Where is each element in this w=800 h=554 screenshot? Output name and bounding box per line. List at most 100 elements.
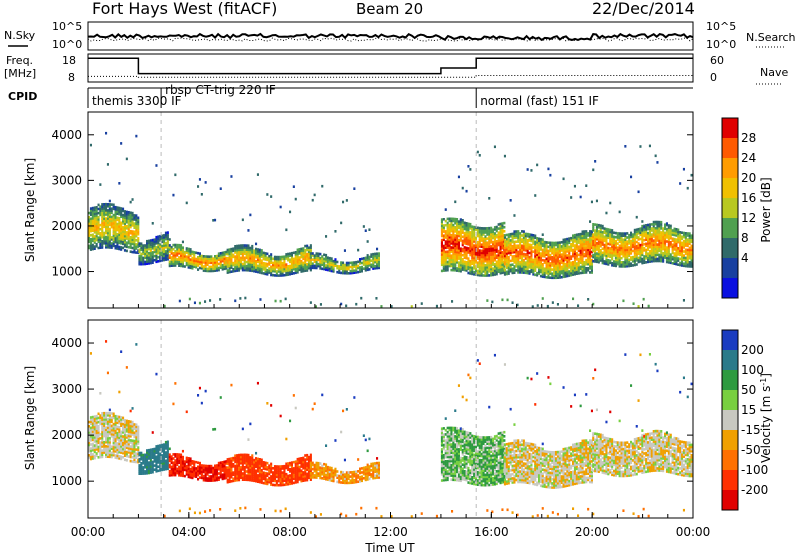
- velocity-cell: [95, 421, 98, 424]
- power-cell: [679, 239, 682, 242]
- power-cell: [583, 236, 586, 239]
- power-cell: [603, 237, 606, 241]
- power-cell: [122, 215, 125, 219]
- power-cell: [581, 259, 584, 262]
- power-cell: [486, 247, 489, 251]
- power-cell: [656, 253, 659, 257]
- power-cell: [545, 249, 548, 252]
- power-cell: [212, 263, 215, 266]
- power-cell: [679, 241, 682, 244]
- power-cell: [300, 268, 303, 271]
- power-cell: [605, 240, 608, 243]
- power-cell: [575, 270, 578, 273]
- power-cell: [637, 238, 640, 241]
- power-cell: [226, 261, 229, 264]
- power-cell: [473, 240, 476, 243]
- freq-label: Freq.: [6, 54, 33, 67]
- power-cell: [89, 227, 92, 231]
- velocity-cell: [89, 422, 92, 425]
- power-cell: [594, 239, 597, 243]
- power-cell: [486, 268, 489, 271]
- power-cell: [112, 213, 115, 217]
- power-cell: [626, 252, 629, 256]
- power-cell: [601, 224, 604, 228]
- power-cell: [110, 203, 113, 206]
- power-cell: [486, 251, 489, 255]
- power-cell: [473, 260, 476, 264]
- power-cell: [476, 240, 479, 244]
- power-cell: [620, 246, 623, 250]
- velocity-cell: [118, 390, 121, 394]
- power-cell: [521, 250, 524, 254]
- power-cell: [648, 245, 651, 249]
- power-cell: [675, 260, 678, 264]
- power-cell: [599, 226, 602, 229]
- power-cell: [251, 255, 254, 258]
- power-cell: [538, 249, 541, 253]
- power-cell: [454, 234, 457, 237]
- velocity-cell: [97, 439, 100, 443]
- power-cell: [290, 266, 293, 269]
- velocity-cell: [155, 445, 158, 448]
- power-cell: [579, 195, 582, 199]
- power-cell: [564, 252, 567, 256]
- power-cell: [279, 270, 282, 273]
- power-cell: [258, 269, 261, 272]
- power-cell: [673, 231, 676, 235]
- power-cell: [232, 263, 235, 267]
- noise-panel: N.Sky 10^5 10^0 10^5 10^0 N.Search: [4, 20, 796, 51]
- power-cell: [456, 228, 459, 231]
- velocity-cell: [95, 452, 98, 455]
- power-cell: [521, 265, 524, 268]
- power-cell: [89, 143, 92, 147]
- power-cell: [217, 254, 220, 257]
- velocity-cell: [151, 456, 154, 459]
- power-cell: [626, 246, 629, 250]
- velocity-cell: [153, 458, 156, 461]
- power-cell: [570, 267, 573, 271]
- power-cell: [127, 221, 130, 224]
- power-cell: [515, 248, 518, 252]
- power-cell: [645, 226, 648, 229]
- velocity-cell: [101, 424, 104, 428]
- power-cell: [88, 215, 91, 219]
- power-cell: [232, 253, 235, 257]
- power-cell: [463, 252, 466, 255]
- power-cell: [585, 254, 588, 258]
- velocity-cell: [106, 418, 109, 421]
- power-cell: [97, 215, 100, 219]
- power-cell: [170, 245, 173, 249]
- velocity-cell: [129, 451, 132, 455]
- power-cell: [311, 258, 314, 261]
- power-cell: [607, 250, 610, 254]
- power-cell: [93, 247, 96, 250]
- velocity-cell: [91, 417, 94, 421]
- velocity-cell: [114, 419, 117, 422]
- velocity-cell: [105, 416, 108, 419]
- power-cell: [645, 232, 648, 235]
- power-cell: [471, 235, 474, 239]
- power-cell: [204, 259, 207, 262]
- power-cell: [243, 264, 246, 268]
- velocity-cell: [91, 430, 94, 433]
- power-cell: [620, 252, 623, 256]
- power-cell: [488, 257, 491, 261]
- power-cell: [463, 248, 466, 251]
- power-cell: [594, 235, 597, 239]
- power-cell: [572, 273, 575, 276]
- power-cell: [283, 255, 286, 258]
- power-cell: [307, 256, 310, 260]
- power-cell: [289, 270, 292, 274]
- velocity-cell: [114, 433, 117, 437]
- power-cell: [652, 247, 655, 251]
- power-cell: [463, 242, 466, 245]
- power-cell: [129, 217, 132, 221]
- power-cell: [372, 263, 375, 266]
- power-cell: [444, 240, 447, 243]
- power-cell: [673, 227, 676, 231]
- power-cell: [214, 257, 217, 260]
- power-cell: [538, 260, 541, 263]
- power-cell: [688, 238, 691, 241]
- power-cell: [444, 219, 447, 223]
- velocity-cell: [114, 431, 117, 434]
